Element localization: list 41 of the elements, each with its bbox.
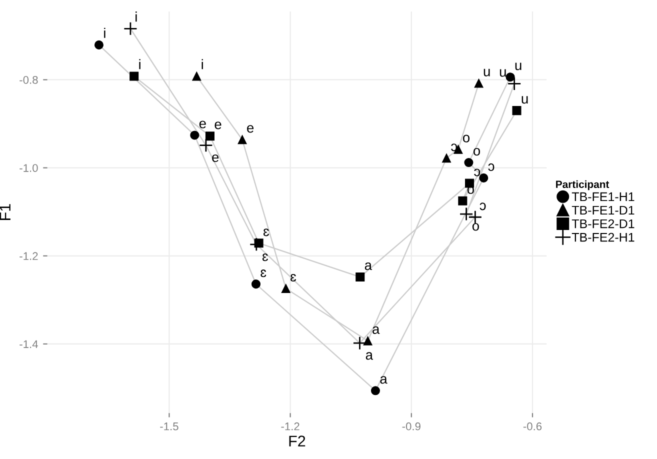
y-tick-label: -0.8 — [20, 76, 38, 84]
legend-label: TB-FE2-D1 — [572, 219, 634, 228]
data-label: u — [484, 68, 490, 76]
x-axis-title: F2 — [289, 436, 306, 446]
data-label: o — [472, 223, 479, 231]
data-label: e — [247, 125, 254, 133]
data-label: ɛ — [290, 274, 296, 282]
data-label: i — [139, 59, 140, 70]
data-label: ɛ — [260, 270, 266, 278]
data-label: u — [522, 96, 528, 104]
data-label: e — [214, 122, 222, 130]
y-tick-label: -1.4 — [20, 340, 38, 348]
data-label: e — [212, 154, 219, 162]
legend-label: TB-FE2-H1 — [572, 232, 634, 242]
data-label: e — [199, 120, 206, 128]
y-tick-label: -1.0 — [20, 164, 38, 172]
y-tick-label: -1.2 — [20, 252, 38, 260]
data-label: ɔ — [480, 202, 486, 210]
data-label: o — [462, 134, 470, 142]
data-label: u — [500, 69, 506, 77]
data-label: a — [366, 352, 374, 360]
data-label: u — [515, 62, 522, 70]
data-label: i — [136, 12, 137, 22]
legend-label: TB-FE1-H1 — [572, 192, 634, 202]
data-label: o — [473, 148, 480, 156]
x-tick-label: -0.6 — [523, 422, 542, 430]
data-label: i — [104, 28, 106, 38]
data-label: ɔ — [488, 163, 494, 172]
x-tick-label: -1.2 — [281, 422, 300, 430]
data-label: a — [372, 326, 380, 334]
data-label: a — [380, 376, 388, 384]
legend-label: TB-FE1-D1 — [572, 206, 634, 215]
x-tick-label: -0.9 — [402, 422, 420, 430]
y-axis-title: F1 — [0, 204, 10, 220]
data-label: a — [364, 262, 372, 270]
data-label: i — [202, 59, 203, 70]
legend-title: Participant — [556, 180, 610, 190]
data-label: ɛ — [262, 254, 268, 262]
x-tick-label: -1.5 — [160, 422, 178, 430]
data-label: ɔ — [474, 168, 480, 176]
data-label: ɛ — [263, 228, 269, 236]
